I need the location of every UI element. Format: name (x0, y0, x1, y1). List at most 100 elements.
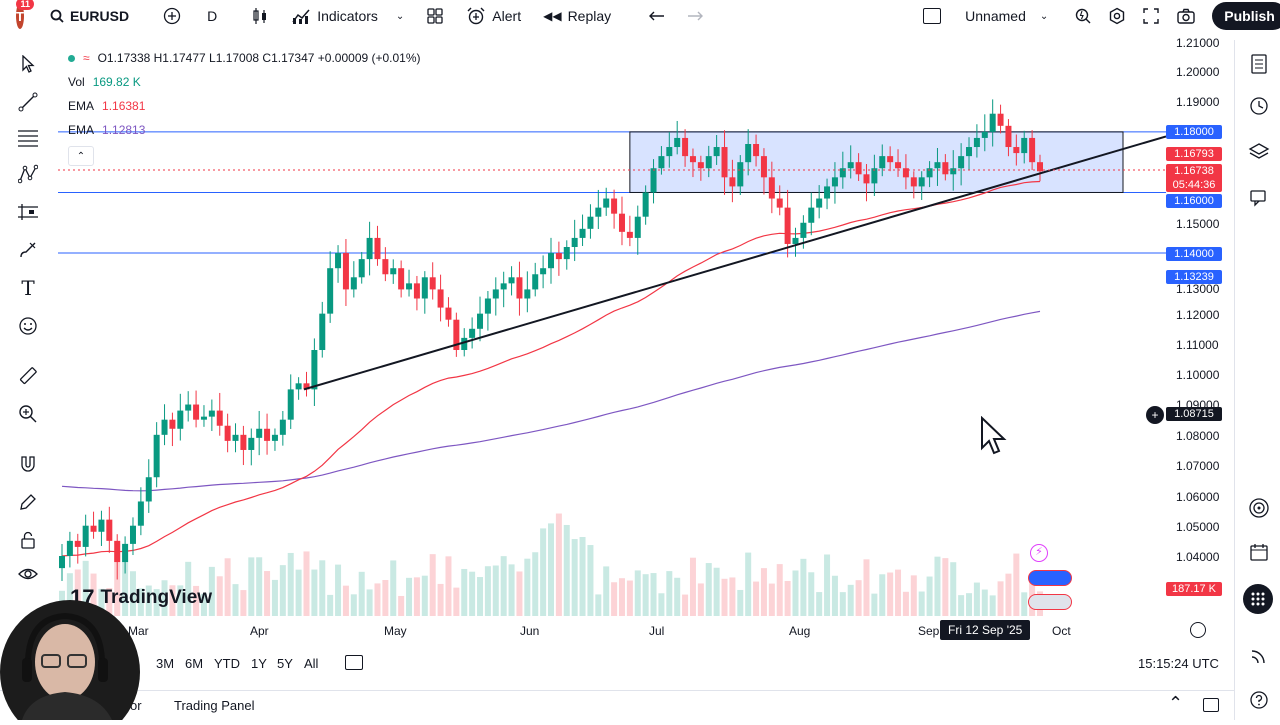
price-axis[interactable]: 1.21000 1.20000 1.19000 1.18000 1.16793 … (1166, 36, 1234, 644)
text-tool-icon[interactable]: T (21, 276, 35, 300)
volume-bar (950, 562, 957, 616)
replay-label: Replay (567, 8, 612, 24)
quick-search-button[interactable] (1066, 0, 1100, 32)
volume-bar (895, 569, 902, 616)
chat-icon[interactable] (1247, 186, 1271, 210)
crosshair-add-icon[interactable]: + (1146, 406, 1164, 424)
pencil-lock-icon[interactable] (16, 490, 40, 514)
layout-name: Unnamed (965, 8, 1026, 24)
zoom-in-icon[interactable] (16, 402, 40, 426)
volume-bar (66, 573, 73, 616)
alert-button[interactable]: Alert (458, 0, 529, 32)
range-all[interactable]: All (304, 656, 319, 671)
redo-button[interactable] (679, 0, 711, 32)
chevron-down-icon: ⌄ (1039, 10, 1049, 22)
collapse-legend-button[interactable]: ⌃ (68, 146, 94, 166)
candle-body (232, 434, 239, 441)
volume-bar (177, 585, 184, 616)
volume-bar (713, 567, 720, 616)
events-markers[interactable]: ⚡ (1026, 544, 1076, 614)
watchlist-icon[interactable] (1247, 52, 1271, 76)
candle-body (303, 383, 310, 390)
volume-bar (224, 558, 231, 616)
price-chart[interactable] (58, 36, 1166, 644)
candle-body (469, 328, 476, 338)
volume-bar (942, 558, 949, 616)
compare-add-button[interactable] (155, 0, 189, 32)
time-label: Aug (789, 624, 811, 638)
volume-bar (358, 571, 365, 616)
ema1-label: EMA (68, 99, 95, 113)
fullscreen-button[interactable] (1134, 0, 1168, 32)
user-avatar[interactable]: T 11 (16, 0, 34, 29)
brush-tool-icon[interactable] (16, 238, 40, 262)
trendline[interactable] (303, 135, 1166, 391)
settings-button[interactable] (1100, 0, 1134, 32)
volume-bar (153, 589, 160, 616)
axis-settings-icon[interactable] (1190, 622, 1206, 638)
emoji-tool-icon[interactable] (16, 314, 40, 338)
range-5y[interactable]: 5Y (277, 656, 293, 671)
webcam-overlay (0, 600, 140, 725)
candles (59, 99, 1043, 581)
candle-body (145, 477, 152, 502)
candle-body (98, 519, 105, 532)
candle-body (618, 213, 625, 232)
publish-button[interactable]: Publish (1212, 2, 1280, 30)
layers-icon[interactable] (1247, 140, 1271, 164)
price-tag: 05:44:36 (1166, 178, 1222, 192)
indicators-button[interactable]: Indicators ⌄ (283, 0, 412, 32)
lock-icon[interactable] (16, 528, 40, 552)
fib-tool-icon[interactable] (16, 126, 40, 150)
forecast-tool-icon[interactable] (16, 200, 40, 224)
cursor-tool-icon[interactable] (16, 52, 40, 76)
chevron-up-icon[interactable]: ⌃ (1168, 693, 1184, 713)
undo-button[interactable] (641, 0, 673, 32)
tick-label: 1.05000 (1176, 520, 1220, 534)
signal-icon[interactable] (1247, 644, 1271, 668)
date-range-icon[interactable] (345, 655, 363, 670)
legend-ema2-row[interactable]: EMA 1.12813 (68, 118, 421, 142)
maximize-panel-icon[interactable] (1203, 698, 1219, 712)
legend-ema1-row[interactable]: EMA 1.16381 (68, 94, 421, 118)
range-6m[interactable]: 6M (185, 656, 204, 671)
layout-name-button[interactable]: Unnamed ⌄ (957, 0, 1056, 32)
trendline-tool-icon[interactable] (16, 90, 40, 114)
redo-icon (688, 11, 704, 21)
layout-button[interactable] (915, 0, 949, 32)
range-1y[interactable]: 1Y (251, 656, 267, 671)
time-axis[interactable]: Mar Apr May Jun Jul Aug Sep Oct (58, 620, 1166, 642)
apps-grid-icon[interactable] (1243, 584, 1273, 614)
help-icon[interactable] (1247, 688, 1271, 712)
tick-label: 1.08000 (1176, 429, 1220, 443)
utc-clock[interactable]: 15:15:24 UTC (1138, 656, 1219, 671)
legend-vol-row[interactable]: Vol 169.82 K (68, 70, 421, 94)
target-icon[interactable] (1247, 496, 1271, 520)
chart-canvas[interactable] (58, 36, 1166, 644)
volume-bar (760, 568, 767, 616)
pattern-tool-icon[interactable] (16, 162, 40, 186)
candle-body (879, 156, 886, 169)
volume-bar (524, 558, 531, 616)
calendar-icon[interactable] (1247, 540, 1271, 564)
candle-body (831, 177, 838, 187)
interval-button[interactable]: D (207, 8, 218, 24)
trading-panel-tab[interactable]: Trading Panel (174, 698, 255, 713)
eye-icon[interactable] (16, 562, 40, 586)
replay-button[interactable]: ◀◀ Replay (535, 0, 619, 32)
candle-body (926, 168, 933, 178)
time-label: Jul (649, 624, 665, 638)
range-ytd[interactable]: YTD (214, 656, 240, 671)
candle-body (950, 168, 957, 175)
range-3m[interactable]: 3M (156, 656, 175, 671)
screener-tab[interactable]: or (130, 698, 142, 713)
alerts-clock-icon[interactable] (1247, 94, 1271, 118)
templates-button[interactable] (418, 0, 452, 32)
chart-type-button[interactable] (243, 0, 277, 32)
volume-bar (366, 589, 373, 616)
ruler-tool-icon[interactable] (16, 364, 40, 388)
symbol-search-button[interactable]: EURUSD (42, 0, 137, 32)
candle-body (153, 434, 160, 478)
snapshot-button[interactable] (1168, 0, 1204, 32)
magnet-icon[interactable] (16, 452, 40, 476)
